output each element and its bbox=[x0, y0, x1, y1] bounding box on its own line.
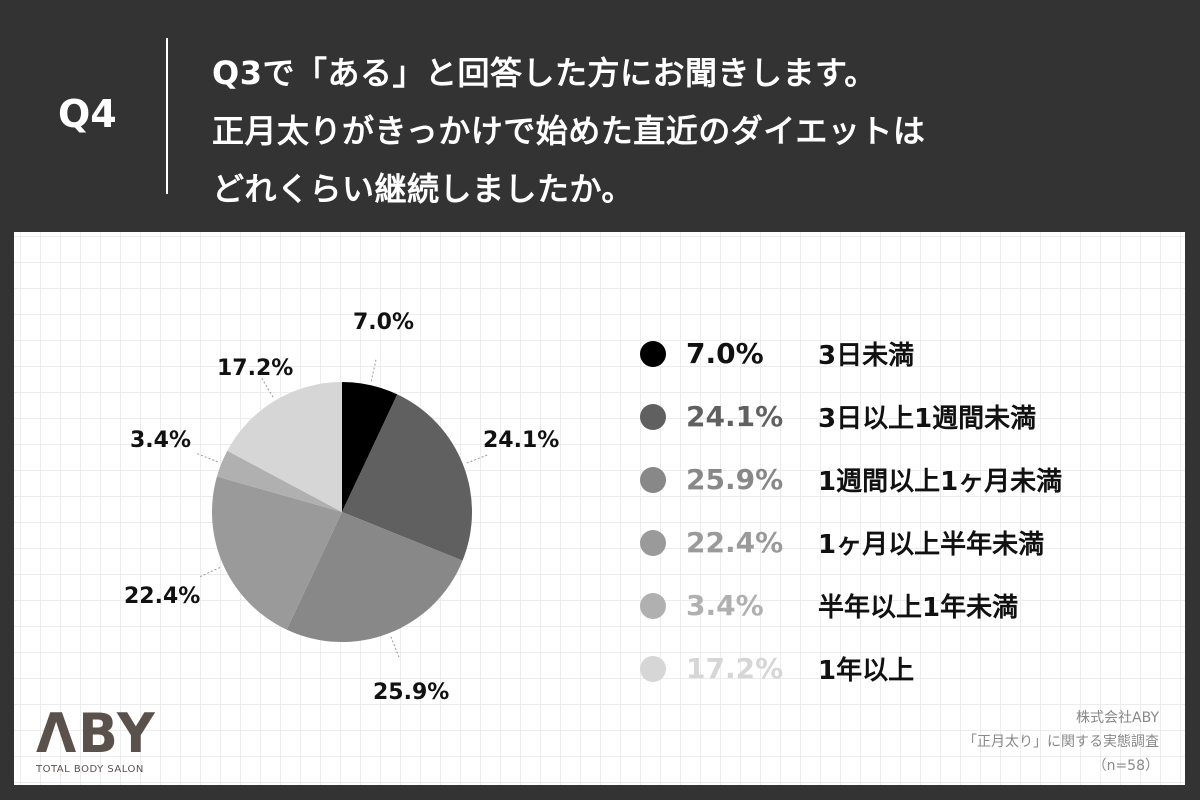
legend-swatch-icon bbox=[640, 403, 666, 430]
leader-line bbox=[199, 567, 221, 578]
legend-item: 7.0% 3日未満 bbox=[640, 322, 1062, 385]
legend-item: 22.4% 1ヶ月以上半年未満 bbox=[640, 511, 1062, 574]
legend-category: 3日以上1週間未満 bbox=[818, 404, 1037, 434]
pie-slice bbox=[211, 476, 342, 630]
legend-percent: 24.1% bbox=[686, 400, 784, 433]
question-text: Q3で「ある」と回答した方にお聞きします。 正月太りがきっかけで始めた直近のダイ… bbox=[212, 44, 925, 218]
pie-label-0: 7.0% bbox=[353, 310, 415, 335]
pie-label-5: 17.2% bbox=[217, 356, 294, 381]
legend-percent: 7.0% bbox=[686, 337, 764, 370]
pie-label-1: 24.1% bbox=[483, 428, 560, 453]
legend-category: 1年以上 bbox=[818, 656, 915, 686]
legend-category: 3日未満 bbox=[818, 341, 915, 371]
question-line-3: どれくらい継続しましたか。 bbox=[212, 170, 634, 208]
logo-subtitle: TOTAL BODY SALON bbox=[36, 764, 144, 775]
pie-label-3: 22.4% bbox=[124, 584, 201, 609]
legend-category: 1週間以上1ヶ月未満 bbox=[818, 467, 1063, 497]
source-survey: 「正月太り」に関する実態調査 bbox=[963, 734, 1159, 750]
leader-line bbox=[261, 377, 274, 398]
chart-panel: 7.0% 24.1% 25.9% 22.4% 3.4% 17.2% 7.0% 3… bbox=[14, 232, 1185, 785]
legend-item: 17.2% 1年以上 bbox=[640, 637, 1062, 700]
legend-item: 24.1% 3日以上1週間未満 bbox=[640, 385, 1062, 448]
leader-line bbox=[390, 636, 400, 658]
leader-line bbox=[466, 454, 488, 464]
legend-swatch-icon bbox=[640, 592, 666, 619]
pie-label-2: 25.9% bbox=[373, 680, 450, 705]
pie-label-4: 3.4% bbox=[130, 428, 192, 453]
pie-slice bbox=[342, 394, 472, 561]
question-line-1: Q3で「ある」と回答した方にお聞きします。 bbox=[212, 54, 877, 92]
question-header: Q4 Q3で「ある」と回答した方にお聞きします。 正月太りがきっかけで始めた直近… bbox=[0, 0, 1200, 232]
pie-slice bbox=[227, 382, 342, 512]
leader-line bbox=[370, 359, 377, 382]
legend-percent: 22.4% bbox=[686, 526, 784, 559]
legend-swatch-icon bbox=[640, 340, 666, 367]
legend-item: 3.4% 半年以上1年未満 bbox=[640, 574, 1062, 637]
legend-swatch-icon bbox=[640, 466, 666, 493]
source-company: 株式会社ABY bbox=[1076, 710, 1159, 726]
source-note: 株式会社ABY 「正月太り」に関する実態調査 （n=58） bbox=[963, 706, 1159, 778]
legend-item: 25.9% 1週間以上1ヶ月未満 bbox=[640, 448, 1062, 511]
legend-percent: 25.9% bbox=[686, 463, 784, 496]
question-line-2: 正月太りがきっかけで始めた直近のダイエットは bbox=[212, 112, 926, 150]
header-divider bbox=[166, 38, 168, 194]
pie-slice bbox=[286, 512, 463, 642]
source-sample-size: （n=58） bbox=[1092, 758, 1159, 774]
pie-slice bbox=[216, 450, 342, 512]
legend-percent: 3.4% bbox=[686, 589, 764, 622]
pie-slice bbox=[342, 382, 398, 512]
legend-category: 半年以上1年未満 bbox=[818, 593, 1019, 623]
legend-percent: 17.2% bbox=[686, 652, 784, 685]
question-number: Q4 bbox=[58, 92, 117, 136]
logo-mark: ΛBY bbox=[36, 702, 157, 766]
pie-chart bbox=[197, 359, 488, 658]
legend-category: 1ヶ月以上半年未満 bbox=[818, 530, 1045, 560]
leader-line bbox=[197, 453, 218, 463]
aby-logo: ΛBY TOTAL BODY SALON bbox=[36, 702, 157, 775]
legend-swatch-icon bbox=[640, 529, 666, 556]
legend-swatch-icon bbox=[640, 655, 666, 682]
chart-legend: 7.0% 3日未満 24.1% 3日以上1週間未満 25.9% 1週間以上1ヶ月… bbox=[640, 322, 1062, 700]
